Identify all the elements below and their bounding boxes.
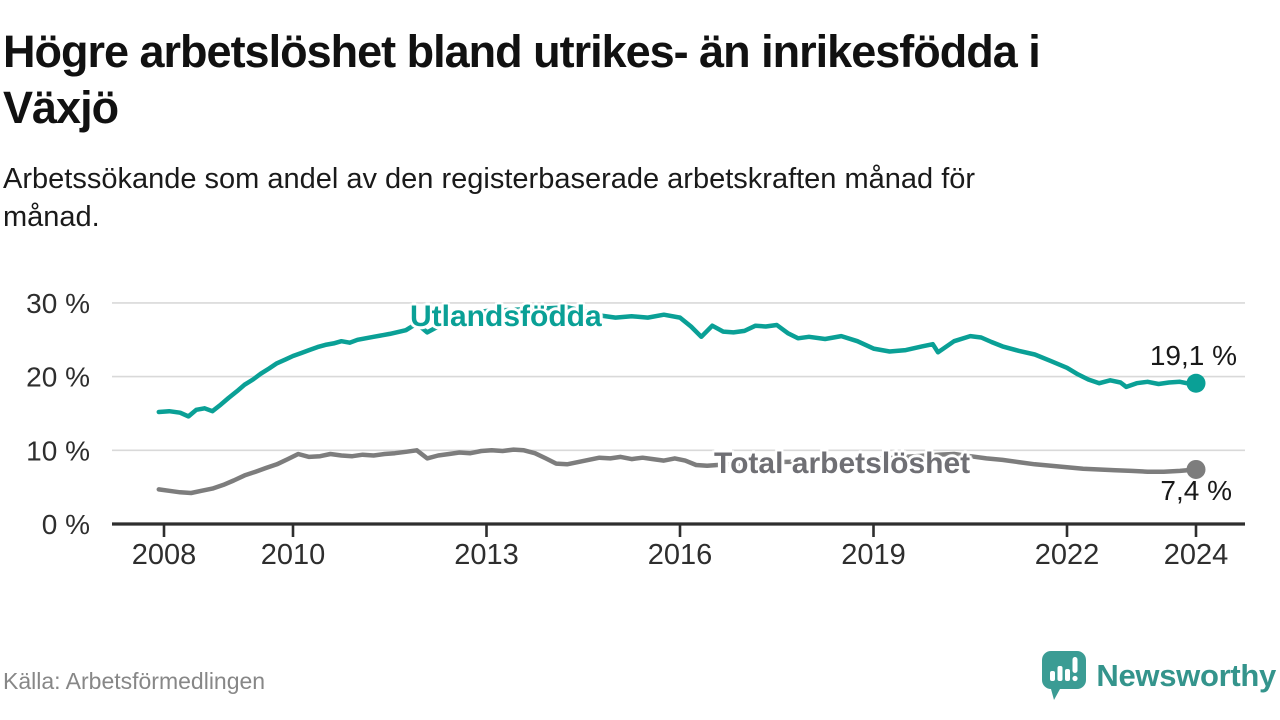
series-label-total-arbetsloshet: Total arbetslöshet	[714, 447, 971, 480]
end-value-label-total: 7,4 %	[1160, 475, 1232, 506]
x-axis-label-2010: 2010	[261, 539, 326, 571]
y-axis-label-10: 10 %	[26, 435, 90, 466]
logo-bubble-shape	[1042, 651, 1087, 700]
chart-subtitle: Arbetssökande som andel av den registerb…	[3, 160, 1203, 236]
chart-subtitle-line-2: månad.	[3, 201, 100, 233]
x-axis-label-2013: 2013	[454, 539, 519, 571]
logo-bar-3	[1065, 669, 1071, 681]
logo-exclamation-dot	[1072, 675, 1078, 682]
x-axis-label-2024: 2024	[1164, 539, 1229, 571]
logo-bar-1	[1050, 671, 1056, 681]
chart-subtitle-line-1: Arbetssökande som andel av den registerb…	[3, 163, 976, 195]
y-axis-label-20: 20 %	[26, 362, 90, 393]
x-axis-label-2016: 2016	[648, 539, 713, 571]
y-axis-label-0: 0 %	[42, 509, 90, 540]
chart-title-line-1: Högre arbetslöshet bland utrikes- än inr…	[3, 26, 1041, 77]
x-axis-label-2008: 2008	[132, 539, 197, 571]
newsworthy-branding: Newsworthy	[1041, 650, 1276, 702]
chart-title: Högre arbetslöshet bland utrikes- än inr…	[3, 24, 1263, 136]
chart-title-line-2: Växjö	[3, 82, 119, 133]
newsworthy-wordmark: Newsworthy	[1096, 658, 1276, 693]
end-dot-0	[1186, 373, 1206, 393]
end-value-label-utlandsfodda: 19,1 %	[1149, 340, 1237, 371]
series-line-0	[156, 305, 1199, 419]
y-axis-label-30: 30 %	[26, 288, 90, 319]
end-dot-1	[1186, 459, 1206, 479]
source-attribution: Källa: Arbetsförmedlingen	[3, 668, 266, 694]
x-axis-label-2022: 2022	[1035, 539, 1100, 571]
x-axis-label-2019: 2019	[841, 539, 906, 571]
series-label-utlandsfodda: Utlandsfödda	[410, 300, 602, 333]
logo-exclamation-stroke	[1072, 657, 1078, 673]
newsworthy-logo-icon	[1042, 651, 1087, 700]
series-line-1	[156, 447, 1199, 496]
logo-bar-2	[1057, 666, 1063, 681]
